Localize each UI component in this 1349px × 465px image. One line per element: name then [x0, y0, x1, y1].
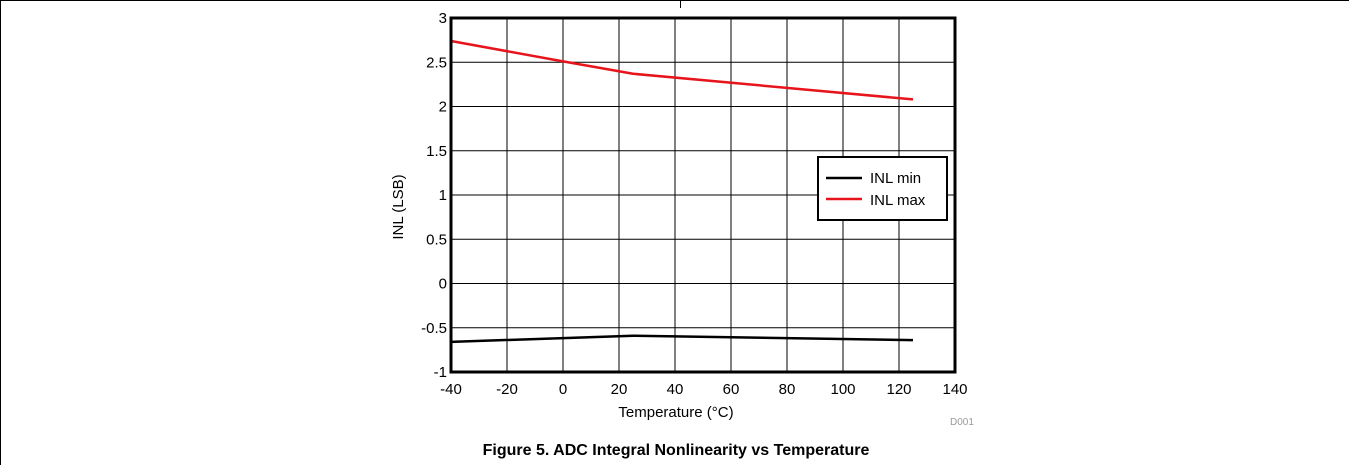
x-tick-label: 120 [886, 381, 911, 398]
x-tick-label: -20 [496, 381, 518, 398]
x-axis-label: Temperature (°C) [618, 404, 733, 421]
y-axis-label: INL (LSB) [390, 174, 407, 239]
x-tick-label: 80 [779, 381, 796, 398]
series-group [450, 39, 914, 344]
figure-caption: Figure 5. ADC Integral Nonlinearity vs T… [483, 442, 870, 459]
y-tick-label: 0 [439, 276, 447, 293]
y-tick-label: 0.5 [426, 231, 447, 248]
figure-code: D001 [950, 417, 974, 428]
y-tick-label: 1 [439, 187, 447, 204]
legend: INL min INL max [817, 156, 948, 221]
x-tick-label: 100 [830, 381, 855, 398]
legend-label-inl-min: INL min [870, 170, 921, 187]
x-tick-label: -40 [440, 381, 462, 398]
y-tick-labels: -1 -0.5 0 0.5 1 1.5 2 2.5 3 [421, 10, 447, 381]
plot-frame [449, 16, 957, 374]
legend-box [817, 156, 948, 221]
y-tick-label: 1.5 [426, 143, 447, 160]
x-tick-label: 60 [723, 381, 740, 398]
x-tick-label: 40 [667, 381, 684, 398]
series-line-inl-max [450, 39, 914, 101]
x-tick-label: 140 [942, 381, 967, 398]
legend-label-inl-max: INL max [870, 192, 926, 209]
x-tick-label: 20 [611, 381, 628, 398]
y-tick-label: -0.5 [421, 320, 447, 337]
x-tick-label: 0 [559, 381, 567, 398]
y-tick-label: 2.5 [426, 54, 447, 71]
y-tick-label: 2 [439, 99, 447, 116]
series-line-inl-min [450, 334, 914, 344]
y-tick-label: 3 [439, 10, 447, 27]
x-tick-labels: -40 -20 0 20 40 60 80 100 120 140 [440, 381, 967, 398]
y-tick-label: -1 [434, 364, 447, 381]
